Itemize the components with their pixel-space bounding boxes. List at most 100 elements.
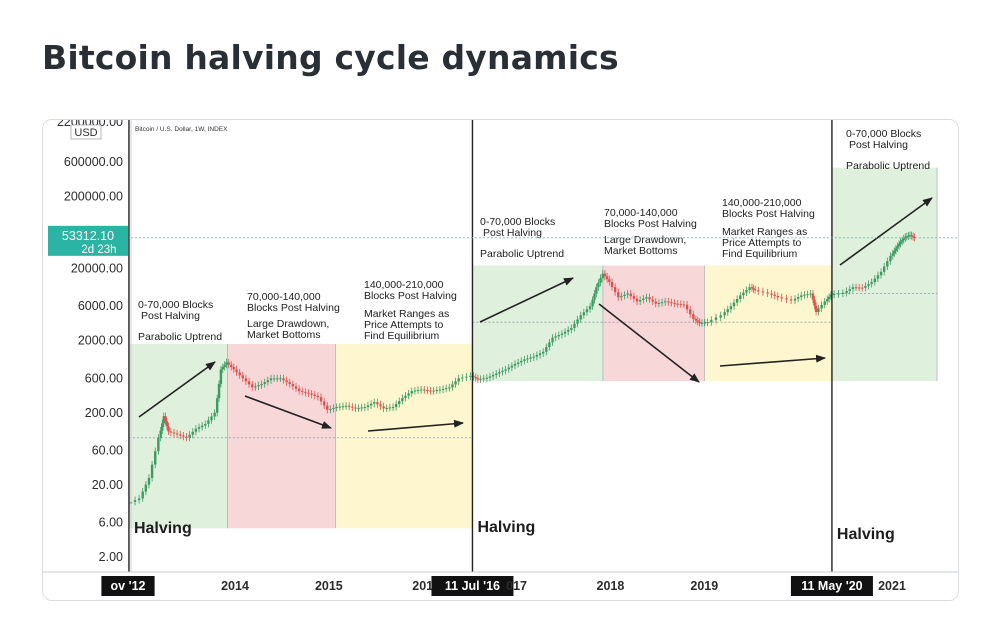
candle-body <box>432 390 435 392</box>
candle-body <box>179 434 182 436</box>
candle-body <box>457 378 460 382</box>
candle-body <box>197 427 201 429</box>
candle-body <box>613 287 617 293</box>
candle-body <box>167 426 170 432</box>
y-tick-label: 20.00 <box>92 478 123 492</box>
candle-body <box>391 407 395 409</box>
candle-body <box>394 404 398 408</box>
candle-body <box>829 294 833 297</box>
candle-body <box>479 378 482 380</box>
candle-body <box>319 397 323 402</box>
candle-body <box>164 416 167 422</box>
candle-body <box>335 407 338 409</box>
x-tick-label: 2015 <box>315 579 343 593</box>
phase-description: Parabolic Uptrend <box>480 248 564 260</box>
candle-body <box>301 391 304 393</box>
candle-body <box>864 285 867 288</box>
candle-body <box>548 342 551 348</box>
candle-body <box>882 266 886 272</box>
candle-body <box>407 393 410 396</box>
candle-body <box>796 297 800 299</box>
candle-body <box>376 402 379 405</box>
candle-body <box>848 289 851 291</box>
candle-body <box>685 304 689 310</box>
candle-body <box>161 423 164 431</box>
candle-body <box>347 405 351 407</box>
phase-blocks-label: Post Halving <box>483 227 542 239</box>
x-tick-label: 2018 <box>597 579 625 593</box>
candle-body <box>288 382 291 385</box>
candle-body <box>341 406 345 408</box>
candle-body <box>889 255 892 262</box>
y-tick-label: 60.00 <box>92 443 123 457</box>
candle-body <box>379 404 382 407</box>
price-badge <box>48 225 128 256</box>
candle-body <box>438 389 442 391</box>
candle-body <box>210 416 213 421</box>
candle-body <box>310 393 313 395</box>
candle-body <box>813 299 816 306</box>
candle-body <box>814 305 818 312</box>
candle-body <box>513 363 517 366</box>
candle-body <box>617 292 620 298</box>
candle-body <box>507 367 510 370</box>
candle-body <box>817 308 820 312</box>
candle-body <box>845 290 848 293</box>
phase-description: Market Bottoms <box>604 245 678 257</box>
candle-body <box>694 318 698 321</box>
candle-body <box>595 287 598 294</box>
candle-body <box>410 391 413 394</box>
phase-description: Market Ranges as <box>722 226 807 238</box>
trend-arrow <box>719 354 826 367</box>
candle-body <box>603 273 607 277</box>
candle-body <box>599 278 602 283</box>
candle-body <box>823 301 826 305</box>
candle-body <box>879 271 883 276</box>
candle-body <box>870 282 873 284</box>
candle-body <box>251 384 254 388</box>
phase-blocks-label: Blocks Post Halving <box>247 302 340 314</box>
candle-body <box>165 421 169 427</box>
candle-body <box>626 293 629 295</box>
candle-body <box>474 377 477 379</box>
candle-body <box>282 378 285 381</box>
candle-body <box>200 425 204 428</box>
x-tick-label: 2021 <box>878 579 906 593</box>
candle-body <box>642 298 645 301</box>
candle-body <box>635 298 639 302</box>
candle-body <box>570 327 573 330</box>
candle-body <box>670 302 673 304</box>
candle-body <box>137 498 141 501</box>
candle-body <box>897 243 901 247</box>
candle-body <box>404 395 407 399</box>
candle-body <box>745 289 748 293</box>
candle-body <box>591 299 594 307</box>
candle-body <box>648 297 651 300</box>
x-tick-label: 2014 <box>221 579 249 593</box>
candle-body <box>520 360 523 363</box>
candle-body <box>354 407 357 409</box>
candle-body <box>279 378 282 380</box>
candle-body <box>516 362 520 364</box>
candle-body <box>285 380 288 383</box>
candle-body <box>444 388 448 390</box>
candle-body <box>588 306 592 310</box>
candle-body <box>902 238 905 241</box>
candle-body <box>435 390 438 392</box>
candle-body <box>753 289 757 291</box>
phase-blocks-label: 70,000-140,000 <box>247 291 321 303</box>
candle-body <box>291 384 295 387</box>
candle-body <box>908 235 912 237</box>
candle-body <box>441 388 445 390</box>
candle-body <box>329 408 332 410</box>
x-tick-label: 201 <box>412 579 433 593</box>
x-tick-highlight <box>101 576 155 596</box>
candle-body <box>326 405 329 410</box>
candle-body <box>238 372 241 376</box>
candle-body <box>526 358 529 360</box>
candle-body <box>369 403 373 406</box>
candle-body <box>269 378 273 381</box>
